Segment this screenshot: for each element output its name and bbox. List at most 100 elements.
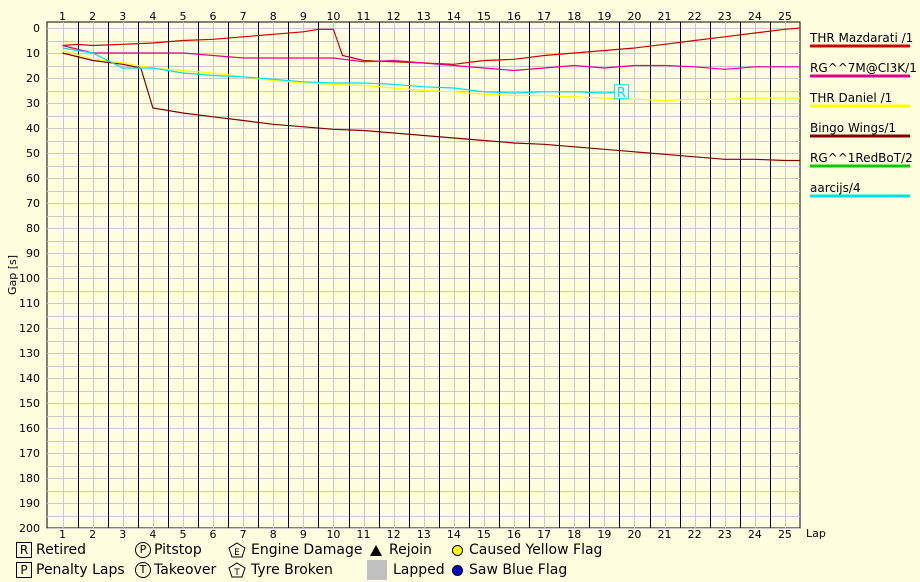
- x-tick-label: 24: [748, 528, 762, 540]
- y-tick-label: 80: [26, 222, 40, 235]
- key-penalty: P Penalty Laps: [16, 562, 125, 578]
- x-tick-label-top: 4: [149, 10, 156, 23]
- series-line: [62, 49, 800, 102]
- x-tick-label-top: 3: [119, 10, 126, 23]
- legend-entry-label: RG^^7M@CI3K/1: [810, 61, 917, 75]
- y-tick-label: 60: [26, 172, 40, 185]
- y-tick-label: 200: [19, 522, 40, 535]
- x-tick-label-top: 21: [658, 10, 672, 23]
- x-tick-label: 16: [507, 528, 521, 540]
- x-axis-label: Lap: [806, 527, 826, 540]
- event-markers: R: [613, 84, 629, 101]
- x-tick-label: 11: [357, 528, 371, 540]
- y-tick-label: 140: [19, 372, 40, 385]
- x-tick-label-top: 13: [417, 10, 431, 23]
- x-tick-label: 21: [658, 528, 672, 540]
- legend-entry-label: aarcijs/4: [810, 181, 861, 195]
- engine-damage-icon: E: [228, 542, 246, 558]
- x-tick-label: 10: [326, 528, 340, 540]
- key-yellow-label: Caused Yellow Flag: [469, 542, 603, 558]
- x-tick-label-top: 9: [300, 10, 307, 23]
- x-tick-label-top: 19: [597, 10, 611, 23]
- key-rejoin: Rejoin: [370, 542, 432, 558]
- tyre-broken-icon: T: [228, 562, 246, 578]
- lapped-icon: [367, 560, 387, 580]
- svg-text:E: E: [234, 548, 240, 558]
- y-axis-label: Gap [s]: [6, 255, 19, 295]
- y-tick-label: 120: [19, 322, 40, 335]
- key-lapped-label: Lapped: [393, 562, 445, 578]
- series-legend: THR Mazdarati /1 RG^^7M@CI3K/1 THR Daniel …: [809, 31, 917, 198]
- x-tick-label-top: 6: [210, 10, 217, 23]
- x-tick-label: 1: [59, 528, 66, 540]
- x-tick-label-top: 11: [357, 10, 371, 23]
- takeover-icon: T: [135, 562, 151, 578]
- key-pitstop-label: Pitstop: [154, 542, 202, 558]
- key-engine: E Engine Damage: [228, 542, 363, 558]
- x-tick-label-top: 24: [748, 10, 762, 23]
- y-tick-label: 130: [19, 347, 40, 360]
- x-tick-label: 9: [300, 528, 307, 540]
- key-pitstop: P Pitstop: [135, 542, 202, 558]
- y-tick-label: 40: [26, 122, 40, 135]
- x-tick-label-top: 18: [567, 10, 581, 23]
- x-tick-label-top: 23: [718, 10, 732, 23]
- x-tick-label: 3: [119, 528, 126, 540]
- x-tick-label-top: 15: [477, 10, 491, 23]
- x-tick-label: 15: [477, 528, 491, 540]
- blue-flag-icon: [452, 564, 463, 576]
- y-tick-label: 0: [33, 22, 40, 35]
- y-tick-label: 110: [19, 297, 40, 310]
- x-tick-label-top: 14: [447, 10, 461, 23]
- key-tyre-label: Tyre Broken: [251, 562, 333, 578]
- legend-entry-label: Bingo Wings/1: [810, 121, 896, 135]
- x-tick-label: 22: [688, 528, 702, 540]
- series-line: [62, 47, 620, 94]
- retired-marker: [613, 84, 629, 100]
- y-tick-label: 180: [19, 472, 40, 485]
- x-tick-label-top: 20: [627, 10, 641, 23]
- x-tick-label-top: 12: [387, 10, 401, 23]
- key-retired-label: Retired: [36, 542, 87, 558]
- svg-text:T: T: [233, 568, 240, 578]
- penalty-icon: P: [16, 562, 32, 578]
- x-tick-label: 12: [387, 528, 401, 540]
- x-tick-label: 5: [179, 528, 186, 540]
- x-tick-label: 2: [89, 528, 96, 540]
- x-tick-label: 17: [537, 528, 551, 540]
- x-tick-label: 19: [597, 528, 611, 540]
- series-line: [62, 52, 800, 162]
- y-tick-label: 150: [19, 397, 40, 410]
- retired-marker-label: R: [617, 86, 626, 101]
- retired-icon: R: [16, 542, 32, 558]
- axis-labels: 0102030405060708090100110120130140150160…: [6, 10, 826, 540]
- pitstop-icon: P: [135, 542, 151, 558]
- x-tick-label: 14: [447, 528, 461, 540]
- key-blue-label: Saw Blue Flag: [469, 562, 568, 578]
- x-tick-label-top: 17: [537, 10, 551, 23]
- x-tick-label: 13: [417, 528, 431, 540]
- x-tick-label-top: 8: [270, 10, 277, 23]
- x-tick-label-top: 22: [688, 10, 702, 23]
- x-tick-label: 6: [210, 528, 217, 540]
- rejoin-icon: [370, 544, 382, 556]
- gap-chart: R 01020304050607080901001101201301401501…: [6, 10, 917, 540]
- y-tick-label: 50: [26, 147, 40, 160]
- y-tick-label: 100: [19, 272, 40, 285]
- x-tick-label-top: 16: [507, 10, 521, 23]
- x-tick-label: 20: [627, 528, 641, 540]
- x-tick-label-top: 1: [59, 10, 66, 23]
- y-tick-label: 30: [26, 97, 40, 110]
- grid: [46, 21, 801, 529]
- y-tick-label: 90: [26, 247, 40, 260]
- key-blue: Saw Blue Flag: [452, 562, 567, 578]
- key-takeover: T Takeover: [135, 562, 216, 578]
- plot-area: [46, 21, 801, 529]
- y-tick-label: 70: [26, 197, 40, 210]
- key-rejoin-label: Rejoin: [389, 542, 432, 558]
- x-tick-label: 7: [240, 528, 247, 540]
- series-line: [62, 44, 800, 72]
- y-tick-label: 160: [19, 422, 40, 435]
- x-tick-label-top: 2: [89, 10, 96, 23]
- key-tyre: T Tyre Broken: [228, 562, 333, 578]
